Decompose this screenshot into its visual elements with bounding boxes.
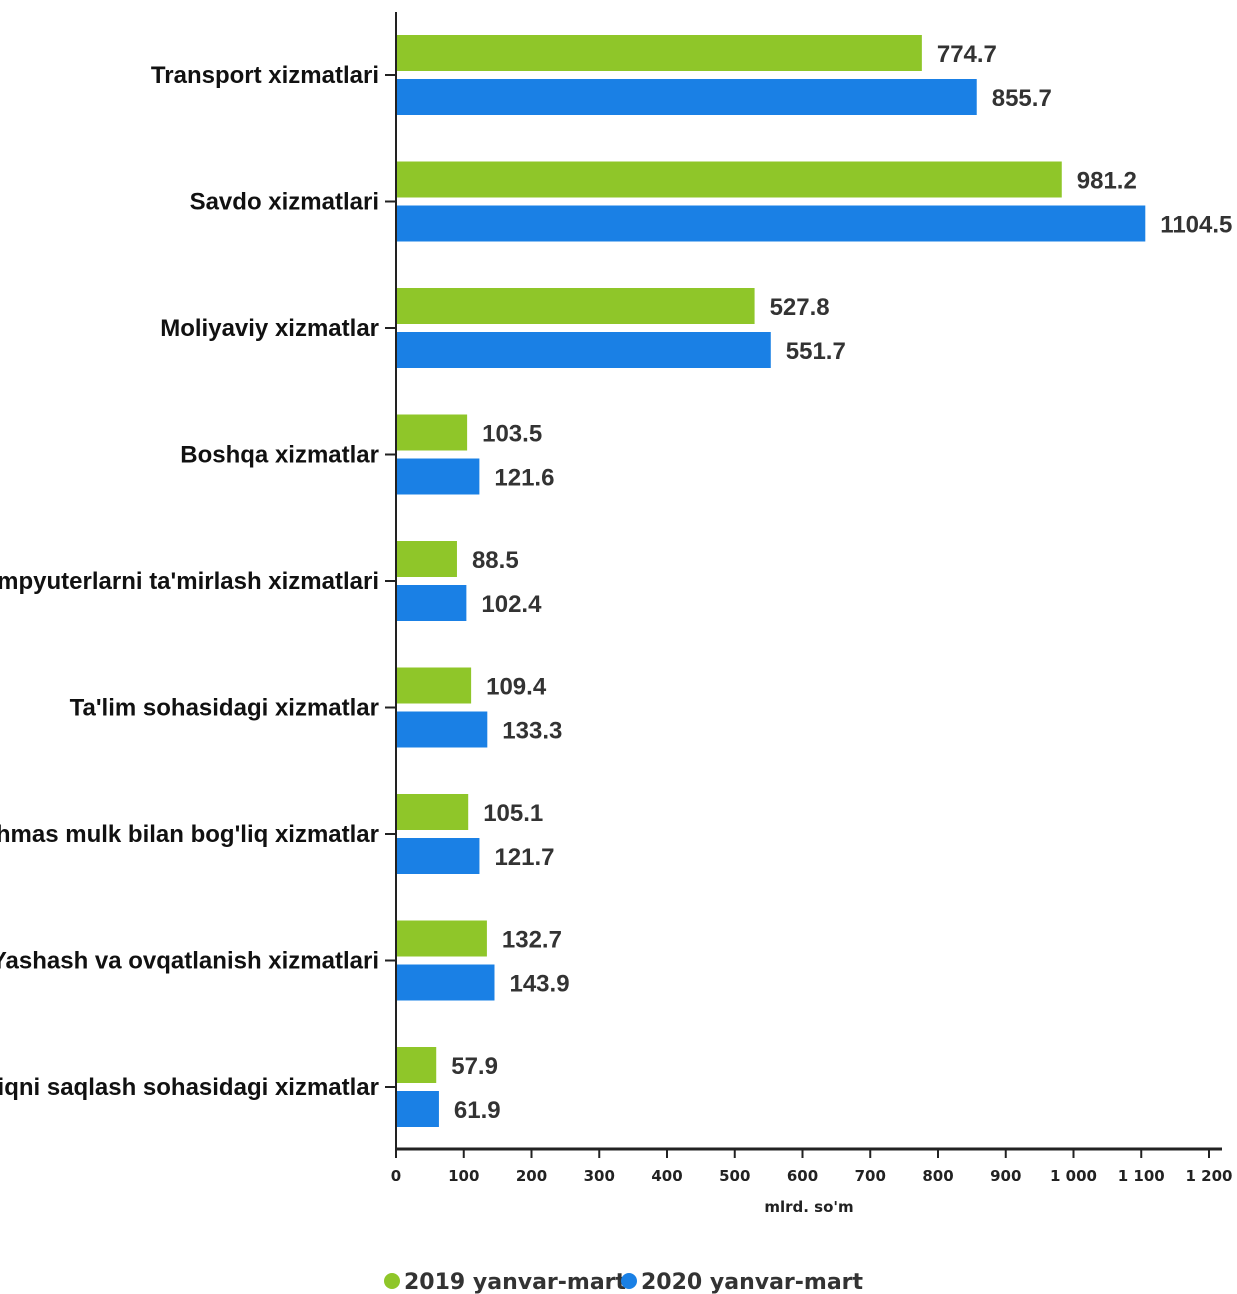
bar-2020 xyxy=(397,332,771,368)
bar-2019 xyxy=(397,1047,437,1083)
bar-2020 xyxy=(397,838,480,874)
data-label: 88.5 xyxy=(472,547,519,574)
data-label: 527.8 xyxy=(770,294,830,321)
x-tick-label: 700 xyxy=(855,1167,886,1185)
data-label: 1104.5 xyxy=(1160,212,1232,239)
data-label: 774.7 xyxy=(937,41,997,68)
legend-marker xyxy=(621,1273,637,1289)
data-label: 121.6 xyxy=(494,465,554,492)
category-label: Savdo xizmatlari xyxy=(190,189,379,216)
x-tick-label: 200 xyxy=(516,1167,547,1185)
legend-marker xyxy=(384,1273,400,1289)
data-label: 551.7 xyxy=(786,338,846,365)
bar-2019 xyxy=(397,667,472,704)
data-label: 105.1 xyxy=(483,800,543,827)
data-label: 855.7 xyxy=(992,85,1052,112)
category-label: Yashash va ovqatlanish xizmatlari xyxy=(0,948,379,975)
bar-2020 xyxy=(397,964,495,1001)
bar-2019 xyxy=(397,288,755,324)
data-label: 109.4 xyxy=(486,674,547,701)
data-label: 103.5 xyxy=(482,421,542,448)
bars-layer xyxy=(397,35,1146,1127)
x-axis-ticks: 0 100 200 300 400 500 600 700 800 900 1 000 1 100 1 … xyxy=(391,1149,1233,1185)
labels-layer: Transport xizmatlari 774.7 855.7 Savdo xizm… xyxy=(0,41,1232,1124)
x-tick-label: 0 xyxy=(391,1167,401,1185)
category-label: Boshqa xizmatlar xyxy=(180,442,379,469)
bar-2020 xyxy=(397,205,1146,242)
legend-label: 2020 yanvar-mart xyxy=(641,1270,864,1294)
x-tick-label: 500 xyxy=(719,1167,750,1185)
data-label: 121.7 xyxy=(494,844,554,871)
bar-2020 xyxy=(397,1091,439,1127)
legend: 2019 yanvar-mart 2020 yanvar-mart xyxy=(384,1270,864,1294)
legend-label: 2019 yanvar-mart xyxy=(404,1270,627,1294)
data-label: 143.9 xyxy=(509,971,569,998)
x-tick-label: 800 xyxy=(922,1167,953,1185)
bar-2020 xyxy=(397,585,467,621)
bar-2020 xyxy=(397,79,977,115)
data-label: 132.7 xyxy=(502,927,562,954)
data-label: 61.9 xyxy=(454,1097,501,1124)
x-tick-label: 600 xyxy=(787,1167,818,1185)
category-label: Ko'chmas mulk bilan bog'liq xizmatlar xyxy=(0,821,379,848)
bar-2019 xyxy=(397,794,469,830)
x-axis-title: mlrd. so'm xyxy=(764,1198,853,1216)
data-label: 133.3 xyxy=(502,718,562,745)
category-label: Transport xizmatlari xyxy=(151,62,379,89)
bar-2019 xyxy=(397,161,1062,198)
category-label: Kompyuterlarni ta'mirlash xizmatlari xyxy=(0,568,379,595)
data-label: 102.4 xyxy=(481,591,542,618)
x-tick-label: 1 000 xyxy=(1050,1167,1097,1185)
data-label: 981.2 xyxy=(1077,168,1137,195)
x-tick-label: 900 xyxy=(990,1167,1021,1185)
category-label: Sog'liqni saqlash sohasidagi xizmatlar xyxy=(0,1074,379,1101)
category-label: Ta'lim sohasidagi xizmatlar xyxy=(70,695,379,722)
x-tick-label: 400 xyxy=(651,1167,682,1185)
bar-2019 xyxy=(397,414,468,451)
x-tick-label: 1 200 xyxy=(1186,1167,1233,1185)
bar-2019 xyxy=(397,35,922,71)
x-tick-label: 1 100 xyxy=(1118,1167,1165,1185)
bar-2019 xyxy=(397,920,487,957)
x-tick-label: 300 xyxy=(584,1167,615,1185)
bar-2020 xyxy=(397,458,480,495)
category-label: Moliyaviy xizmatlar xyxy=(160,315,379,342)
x-tick-label: 100 xyxy=(448,1167,479,1185)
data-label: 57.9 xyxy=(451,1053,498,1080)
bar-2019 xyxy=(397,541,457,577)
bar-2020 xyxy=(397,711,488,748)
